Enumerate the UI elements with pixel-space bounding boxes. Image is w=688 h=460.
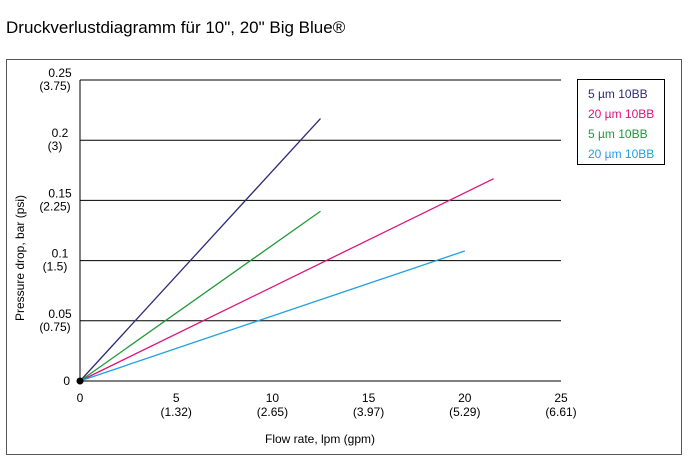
chart-legend: 5 µm 10BB 20 µm 10BB 5 µm 10BB 20 µm 10BB [577, 79, 665, 165]
y-tick-label: 0 [63, 374, 70, 388]
series-line-4 [79, 250, 466, 382]
legend-item-2: 20 µm 10BB [588, 107, 655, 121]
x-tick-label: 5 [173, 391, 180, 405]
legend-item-1: 5 µm 10BB [588, 87, 648, 101]
page-title: Druckverlustdiagramm für 10", 20" Big Bl… [6, 18, 346, 37]
y-axis-label: Pressure drop, bar (psi) [13, 195, 27, 321]
x-tick-label: 20 [458, 391, 472, 405]
y-tick-sublabel: (3.75) [39, 79, 70, 93]
origin-marker [76, 377, 84, 385]
y-tick-label: 0.15 [48, 186, 72, 200]
x-tick-label: 25 [554, 391, 568, 405]
legend-item-3: 5 µm 10BB [588, 127, 648, 141]
axes [79, 80, 561, 382]
series-line-2 [79, 178, 494, 382]
x-tick-sublabel: (6.61) [545, 405, 576, 419]
x-tick-labels: 0 5(1.32) 10(2.65) 15(3.97) 20(5.29) 25(6.61) [77, 391, 577, 419]
y-tick-label: 0.25 [48, 66, 72, 80]
y-tick-label: 0.05 [48, 307, 72, 321]
x-tick-sublabel: (3.97) [353, 405, 384, 419]
series-line-3 [79, 210, 321, 382]
x-tick-sublabel: (5.29) [449, 405, 480, 419]
x-tick-label: 10 [266, 391, 280, 405]
grid-lines [80, 79, 561, 322]
y-tick-label: 0.1 [52, 247, 69, 261]
y-tick-label: 0.2 [52, 126, 69, 140]
y-tick-labels: 0 0.05(0.75) 0.1(1.5) 0.15(2.25) 0.2(3) 0.25(… [39, 66, 72, 388]
y-tick-sublabel: (1.5) [43, 260, 68, 274]
series-line-1 [79, 118, 321, 382]
y-tick-sublabel: (3) [48, 139, 63, 153]
x-axis-label: Flow rate, lpm (gpm) [265, 432, 375, 446]
y-tick-sublabel: (2.25) [39, 199, 70, 213]
chart-frame [6, 59, 682, 455]
x-tick-label: 15 [362, 391, 376, 405]
x-tick-label: 0 [77, 391, 84, 405]
x-tick-sublabel: (1.32) [161, 405, 192, 419]
legend-item-4: 20 µm 10BB [588, 147, 655, 161]
x-tick-sublabel: (2.65) [257, 405, 288, 419]
data-series [79, 118, 494, 382]
y-tick-sublabel: (0.75) [39, 320, 70, 334]
